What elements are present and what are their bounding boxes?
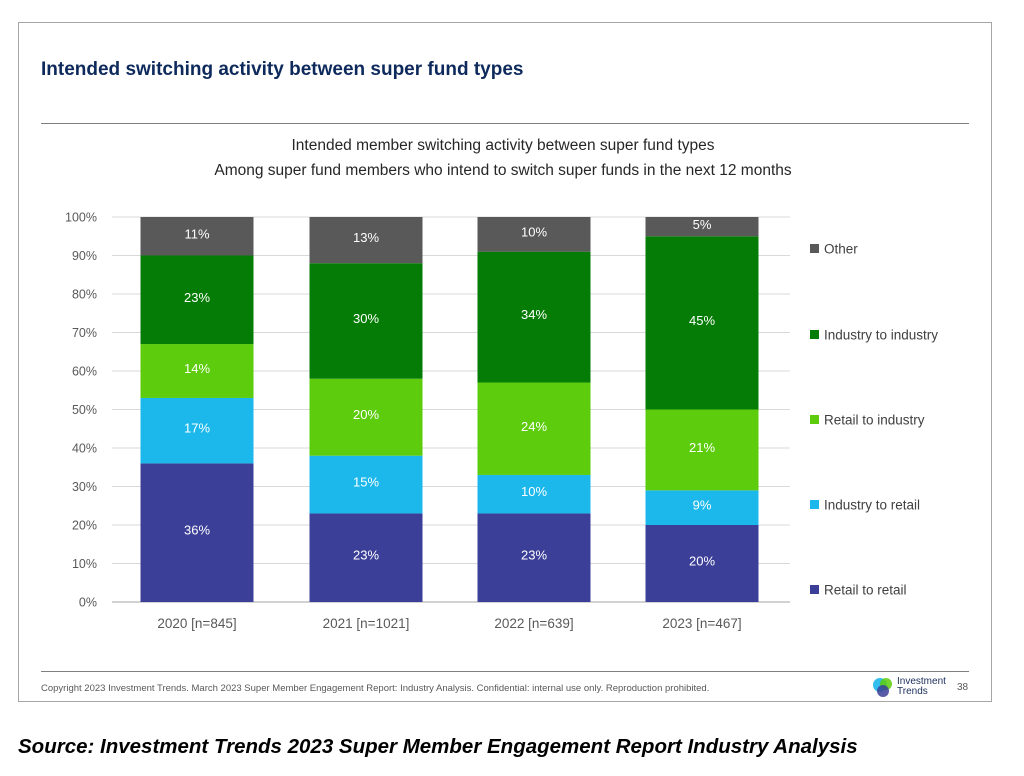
x-tick-label: 2020 [n=845] bbox=[157, 616, 236, 631]
copyright-notice: Copyright 2023 Investment Trends. March … bbox=[41, 683, 710, 694]
data-label: 5% bbox=[693, 217, 712, 232]
y-tick-label: 60% bbox=[72, 365, 97, 379]
slide-title: Intended switching activity between supe… bbox=[41, 59, 524, 80]
data-label: 10% bbox=[521, 224, 547, 239]
legend-swatch bbox=[810, 585, 819, 594]
bar-segment bbox=[309, 513, 423, 602]
chart-subtitle: Among super fund members who intend to s… bbox=[214, 162, 792, 179]
legend-swatch bbox=[810, 500, 819, 509]
bar-segment bbox=[477, 251, 591, 383]
bar-segment bbox=[309, 378, 423, 456]
bar-segment bbox=[645, 525, 759, 602]
data-label: 15% bbox=[353, 475, 379, 490]
bar-segment bbox=[309, 263, 423, 379]
legend-label: Retail to industry bbox=[824, 413, 925, 428]
bar-segment bbox=[645, 490, 759, 525]
logo-text-line2: Trends bbox=[897, 686, 928, 697]
logo-text-line1: Investment bbox=[897, 676, 946, 687]
page-number: 38 bbox=[957, 682, 969, 693]
x-tick-label: 2022 [n=639] bbox=[494, 616, 573, 631]
bar-segment bbox=[645, 236, 759, 410]
data-label: 14% bbox=[184, 361, 210, 376]
data-label: 21% bbox=[689, 440, 715, 455]
bar-segment bbox=[309, 455, 423, 514]
bar-segment bbox=[140, 397, 254, 464]
title-divider bbox=[41, 123, 969, 124]
y-tick-label: 80% bbox=[72, 288, 97, 302]
data-label: 34% bbox=[521, 307, 547, 322]
y-tick-label: 20% bbox=[72, 519, 97, 533]
bar-segment bbox=[645, 409, 759, 491]
legend-label: Retail to retail bbox=[824, 583, 907, 598]
bar-segment bbox=[477, 382, 591, 475]
legend-label: Industry to industry bbox=[824, 328, 938, 343]
data-label: 23% bbox=[521, 548, 547, 563]
legend-label: Industry to retail bbox=[824, 498, 920, 513]
data-label: 20% bbox=[353, 407, 379, 422]
stacked-bar-chart: Intended member switching activity betwe… bbox=[65, 137, 938, 631]
data-label: 9% bbox=[693, 498, 712, 513]
data-label: 30% bbox=[353, 311, 379, 326]
y-tick-label: 50% bbox=[72, 403, 97, 417]
bar-segment bbox=[140, 463, 254, 602]
legend-swatch bbox=[810, 244, 819, 253]
bar-segment bbox=[645, 217, 759, 237]
x-tick-label: 2021 [n=1021] bbox=[323, 616, 410, 631]
y-tick-label: 40% bbox=[72, 442, 97, 456]
legend-label: Other bbox=[824, 242, 858, 257]
bar-segment bbox=[309, 217, 423, 264]
data-label: 13% bbox=[353, 230, 379, 245]
bar-segment bbox=[477, 474, 591, 514]
data-label: 23% bbox=[353, 548, 379, 563]
y-tick-label: 30% bbox=[72, 480, 97, 494]
bar-segment bbox=[477, 217, 591, 252]
legend-swatch bbox=[810, 415, 819, 424]
y-tick-label: 0% bbox=[79, 596, 97, 610]
y-tick-label: 10% bbox=[72, 557, 97, 571]
bar-segment bbox=[477, 513, 591, 602]
data-label: 11% bbox=[184, 226, 209, 241]
logo-mark-icon bbox=[873, 678, 892, 697]
data-label: 17% bbox=[184, 421, 210, 436]
investment-trends-logo: Investment Trends bbox=[871, 675, 951, 701]
data-label: 10% bbox=[521, 484, 547, 499]
logo-text: Investment Trends bbox=[897, 677, 946, 697]
y-tick-label: 100% bbox=[65, 211, 97, 225]
source-caption: Source: Investment Trends 2023 Super Mem… bbox=[18, 735, 858, 758]
y-tick-label: 70% bbox=[72, 326, 97, 340]
data-label: 24% bbox=[521, 419, 547, 434]
bar-segment bbox=[140, 344, 254, 398]
chart-title: Intended member switching activity betwe… bbox=[291, 137, 714, 154]
data-label: 36% bbox=[184, 523, 210, 538]
x-tick-label: 2023 [n=467] bbox=[662, 616, 741, 631]
data-label: 45% bbox=[689, 313, 715, 328]
y-tick-label: 90% bbox=[72, 249, 97, 263]
legend-swatch bbox=[810, 330, 819, 339]
bar-segment bbox=[140, 217, 254, 256]
data-label: 20% bbox=[689, 554, 715, 569]
footer-divider bbox=[41, 671, 969, 672]
bar-segment bbox=[140, 255, 254, 345]
data-label: 23% bbox=[184, 290, 210, 305]
